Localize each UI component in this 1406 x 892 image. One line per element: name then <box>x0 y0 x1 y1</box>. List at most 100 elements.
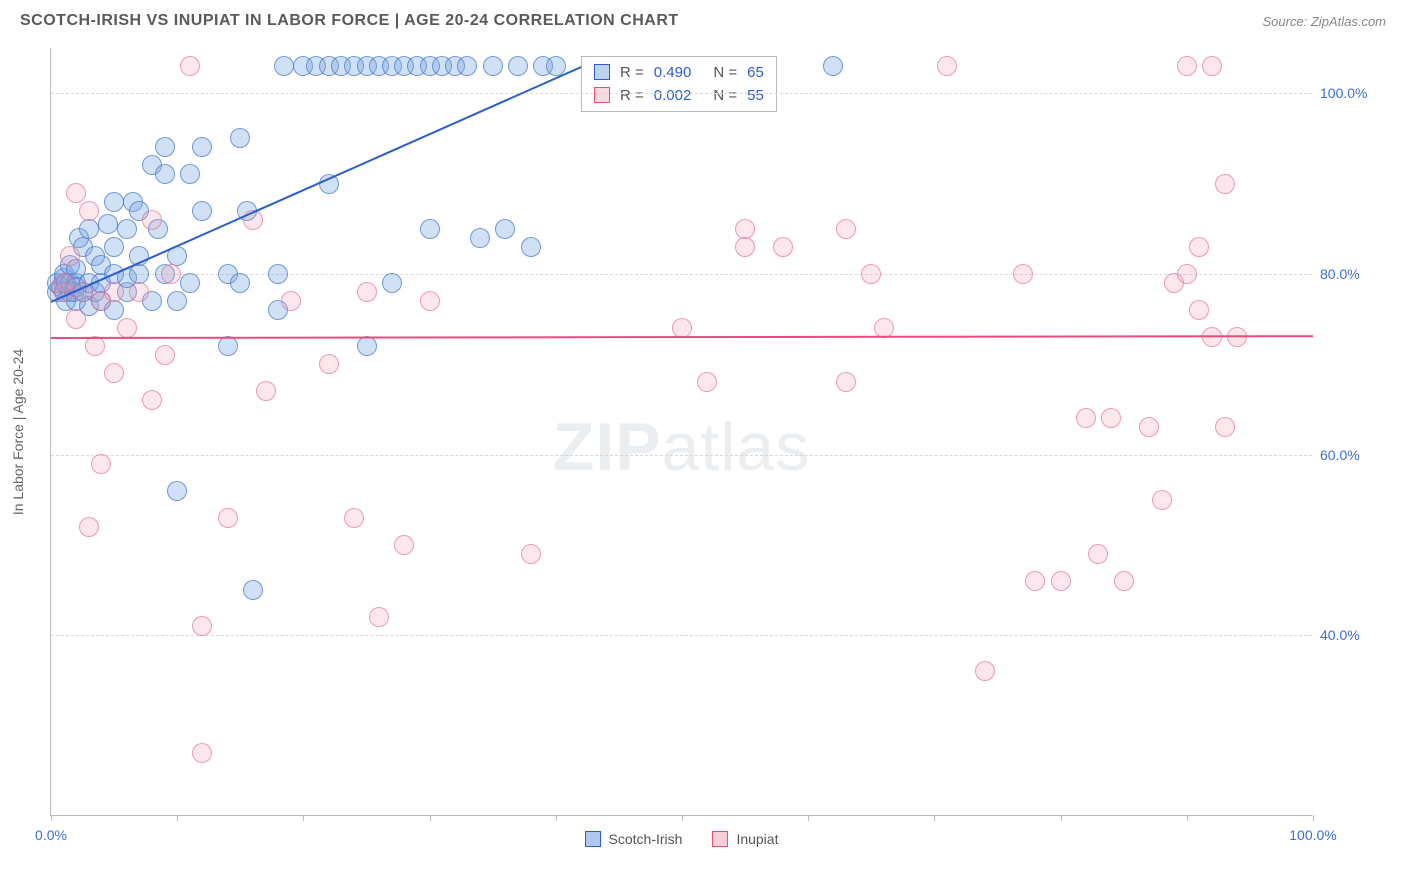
legend-swatch <box>594 64 610 80</box>
data-point <box>230 273 250 293</box>
data-point <box>508 56 528 76</box>
stats-label: N = <box>713 87 737 104</box>
data-point <box>1114 571 1134 591</box>
legend-swatch <box>712 831 728 847</box>
data-point <box>104 192 124 212</box>
data-point <box>1177 264 1197 284</box>
data-point <box>161 264 181 284</box>
data-point <box>836 372 856 392</box>
data-point <box>180 164 200 184</box>
data-point <box>66 309 86 329</box>
x-tick <box>682 815 683 821</box>
x-tick <box>934 815 935 821</box>
x-tick <box>303 815 304 821</box>
data-point <box>823 56 843 76</box>
watermark: ZIPatlas <box>553 408 810 486</box>
data-point <box>85 336 105 356</box>
data-point <box>394 535 414 555</box>
data-point <box>98 214 118 234</box>
data-point <box>1189 237 1209 257</box>
legend-swatch <box>594 87 610 103</box>
data-point <box>1025 571 1045 591</box>
stats-n-value: 65 <box>747 64 764 81</box>
legend-label: Scotch-Irish <box>609 831 683 847</box>
data-point <box>79 517 99 537</box>
x-tick <box>808 815 809 821</box>
legend-label: Inupiat <box>736 831 778 847</box>
data-point <box>344 508 364 528</box>
data-point <box>155 345 175 365</box>
data-point <box>483 56 503 76</box>
x-tick-label: 100.0% <box>1289 827 1336 843</box>
data-point <box>1139 417 1159 437</box>
stats-r-value: 0.002 <box>654 87 692 104</box>
y-tick-label: 60.0% <box>1320 447 1384 463</box>
data-point <box>155 137 175 157</box>
gridline <box>51 635 1312 636</box>
data-point <box>1088 544 1108 564</box>
data-point <box>975 661 995 681</box>
stats-n-value: 55 <box>747 87 764 104</box>
data-point <box>1202 56 1222 76</box>
data-point <box>180 273 200 293</box>
data-point <box>369 607 389 627</box>
data-point <box>357 336 377 356</box>
data-point <box>117 219 137 239</box>
data-point <box>192 201 212 221</box>
stats-box: R = 0.490 N = 65R = 0.002 N = 55 <box>581 56 777 112</box>
data-point <box>180 56 200 76</box>
stats-row: R = 0.002N = 55 <box>582 84 776 107</box>
data-point <box>192 137 212 157</box>
gridline <box>51 93 1312 94</box>
data-point <box>735 237 755 257</box>
y-tick-label: 80.0% <box>1320 266 1384 282</box>
data-point <box>129 282 149 302</box>
data-point <box>104 282 124 302</box>
gridline <box>51 455 1312 456</box>
data-point <box>268 264 288 284</box>
stats-label: N = <box>713 64 737 81</box>
x-tick <box>1187 815 1188 821</box>
data-point <box>1076 408 1096 428</box>
data-point <box>357 282 377 302</box>
data-point <box>521 544 541 564</box>
data-point <box>192 616 212 636</box>
data-point <box>79 201 99 221</box>
stats-label: R = <box>620 64 644 81</box>
data-point <box>470 228 490 248</box>
x-tick <box>51 815 52 821</box>
x-tick <box>177 815 178 821</box>
data-point <box>1152 490 1172 510</box>
legend: Scotch-Irish Inupiat <box>585 831 779 847</box>
data-point <box>91 454 111 474</box>
data-point <box>79 219 99 239</box>
data-point <box>735 219 755 239</box>
data-point <box>1215 174 1235 194</box>
y-axis-label: In Labor Force | Age 20-24 <box>10 349 26 515</box>
data-point <box>1215 417 1235 437</box>
x-tick <box>1313 815 1314 821</box>
chart-area: In Labor Force | Age 20-24 ZIPatlas R = … <box>50 48 1390 816</box>
x-tick <box>556 815 557 821</box>
data-point <box>243 580 263 600</box>
stats-r-value: 0.490 <box>654 64 692 81</box>
data-point <box>697 372 717 392</box>
data-point <box>230 128 250 148</box>
data-point <box>420 219 440 239</box>
data-point <box>1051 571 1071 591</box>
trendline <box>51 66 582 303</box>
data-point <box>256 381 276 401</box>
data-point <box>104 363 124 383</box>
data-point <box>104 237 124 257</box>
data-point <box>773 237 793 257</box>
x-tick <box>1061 815 1062 821</box>
trendline <box>51 335 1313 339</box>
legend-swatch <box>585 831 601 847</box>
data-point <box>60 246 80 266</box>
data-point <box>281 291 301 311</box>
data-point <box>495 219 515 239</box>
data-point <box>218 508 238 528</box>
source-label: Source: ZipAtlas.com <box>1262 14 1386 29</box>
stats-row: R = 0.490 N = 65 <box>582 61 776 84</box>
data-point <box>167 291 187 311</box>
